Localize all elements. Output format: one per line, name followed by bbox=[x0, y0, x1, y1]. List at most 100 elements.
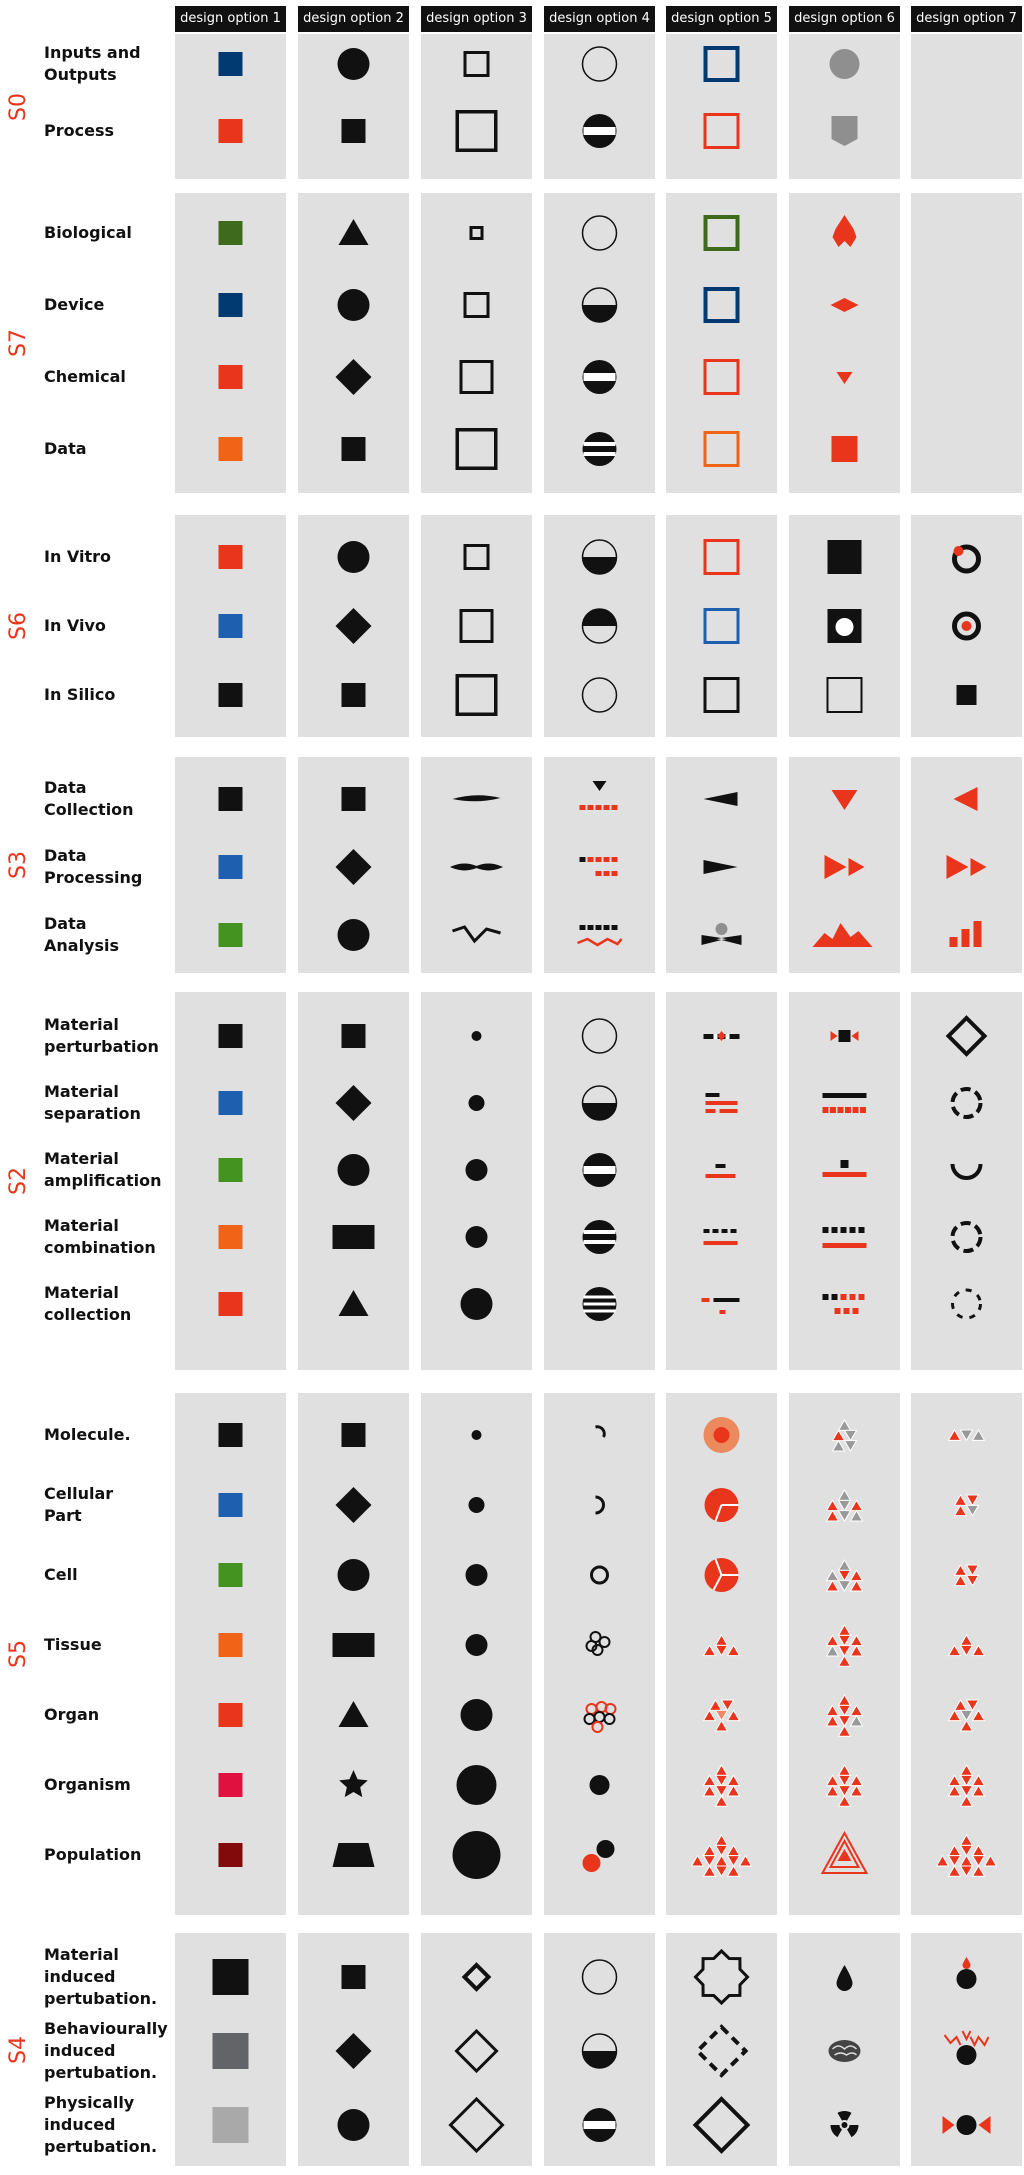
dot bbox=[961, 621, 972, 631]
cluster-triangle bbox=[837, 1645, 852, 1657]
rings-red-icon bbox=[583, 1701, 617, 1733]
icon-cell bbox=[666, 764, 777, 834]
cluster-triangle bbox=[837, 1715, 852, 1727]
red-tri-heart-icon bbox=[702, 1699, 741, 1732]
icon-cell bbox=[175, 2090, 286, 2160]
cluster-triangle bbox=[849, 1569, 864, 1582]
icon-cell bbox=[666, 1942, 777, 2012]
icon-cell bbox=[421, 270, 532, 340]
icon-cell bbox=[298, 1068, 409, 1138]
cluster-triangle bbox=[837, 1724, 852, 1737]
triangle bbox=[824, 855, 847, 879]
option-column-7 bbox=[911, 34, 1022, 179]
icon-cell bbox=[298, 1820, 409, 1890]
sq-orange-icon bbox=[218, 1633, 243, 1657]
shield bbox=[831, 116, 858, 146]
diamond bbox=[335, 1085, 372, 1121]
cluster-triangle bbox=[714, 1644, 729, 1657]
icon-cell bbox=[298, 2090, 409, 2160]
dash-short-red-icon bbox=[705, 1164, 736, 1178]
cluster-triangle bbox=[953, 1564, 968, 1576]
icon-cell bbox=[421, 660, 532, 730]
icon-cell bbox=[421, 2090, 532, 2160]
dot-l-icon bbox=[460, 1699, 493, 1731]
arc-small-icon bbox=[595, 1425, 606, 1438]
red-tri-3-icon bbox=[947, 1634, 986, 1657]
icon-cell bbox=[789, 1942, 900, 2012]
icon-cell bbox=[789, 2090, 900, 2160]
diamond-icon bbox=[335, 2033, 372, 2069]
lens bbox=[449, 863, 504, 871]
sq-outline-red-icon bbox=[703, 539, 740, 575]
option-column-5 bbox=[666, 1933, 777, 2166]
cluster-triangle bbox=[849, 1704, 864, 1717]
circle bbox=[460, 1699, 493, 1731]
row-label: Physically induced pertubation. bbox=[44, 2093, 158, 2156]
icon-cell bbox=[789, 1470, 900, 1540]
sq-red-icon bbox=[218, 1292, 243, 1316]
cluster-triangle bbox=[971, 1864, 986, 1877]
bar bbox=[961, 929, 970, 947]
circle bbox=[582, 432, 617, 466]
ring bbox=[583, 1713, 596, 1725]
icon-cell bbox=[421, 1470, 532, 1540]
arc-bottom-icon bbox=[950, 1163, 983, 1180]
cluster-triangle bbox=[837, 1704, 852, 1717]
icon-cell bbox=[175, 1269, 286, 1339]
shape bbox=[832, 215, 857, 247]
square-outline bbox=[826, 677, 863, 713]
triangle bbox=[970, 858, 987, 876]
option-column-5 bbox=[666, 193, 777, 493]
icon-cell bbox=[911, 764, 1022, 834]
sq-outline-l-icon bbox=[455, 674, 498, 716]
dash bbox=[831, 1294, 838, 1300]
triangle bbox=[830, 1031, 838, 1041]
icon-cell bbox=[175, 1540, 286, 1610]
icon-cell bbox=[175, 1610, 286, 1680]
icon-cell bbox=[298, 591, 409, 661]
dash-mixed-icon bbox=[579, 857, 618, 876]
icon-cell bbox=[298, 900, 409, 970]
icon-cell bbox=[298, 198, 409, 268]
square bbox=[341, 1423, 366, 1447]
icon-cell bbox=[666, 1750, 777, 1820]
square-outline bbox=[463, 51, 490, 77]
dash bbox=[730, 1229, 737, 1233]
half bbox=[582, 609, 617, 626]
cluster-triangle bbox=[825, 1714, 840, 1727]
icon-cell bbox=[911, 1820, 1022, 1890]
icon-cell bbox=[666, 1068, 777, 1138]
diamond bbox=[335, 849, 372, 885]
row-label: Biological bbox=[44, 223, 132, 242]
cluster-triangle bbox=[825, 1704, 840, 1717]
sq-outline-orange-icon bbox=[703, 431, 740, 467]
red-square-icon bbox=[831, 436, 858, 462]
dash bbox=[705, 1093, 720, 1097]
icon-cell bbox=[175, 764, 286, 834]
cluster-triangle bbox=[714, 1865, 729, 1878]
cluster-triangle bbox=[837, 1559, 852, 1571]
red-tri-big-icon bbox=[690, 1834, 753, 1878]
tri-cluster-4-icon bbox=[831, 1419, 858, 1452]
icon-cell bbox=[544, 414, 655, 484]
dash bbox=[712, 1229, 719, 1233]
icon-cell bbox=[666, 1610, 777, 1680]
square-outline bbox=[463, 544, 490, 570]
dash-stack-red-icon bbox=[705, 1093, 738, 1113]
diamond-icon bbox=[335, 1085, 372, 1121]
dash-dots-red-icon bbox=[703, 1229, 738, 1245]
cluster-triangle bbox=[726, 1784, 741, 1797]
dot bbox=[956, 2045, 977, 2065]
cluster-triangle bbox=[837, 1654, 852, 1667]
icon-cell bbox=[421, 591, 532, 661]
section-id: S6 bbox=[6, 612, 31, 640]
square bbox=[218, 293, 243, 317]
diamond bbox=[461, 1962, 492, 1992]
sq-green-icon bbox=[218, 923, 243, 947]
triangle bbox=[978, 2116, 991, 2134]
cluster-triangle bbox=[971, 1855, 986, 1867]
icon-cell bbox=[175, 270, 286, 340]
cluster-triangle bbox=[714, 1854, 729, 1867]
cluster-triangle bbox=[959, 1719, 974, 1732]
icon-cell bbox=[911, 1610, 1022, 1680]
